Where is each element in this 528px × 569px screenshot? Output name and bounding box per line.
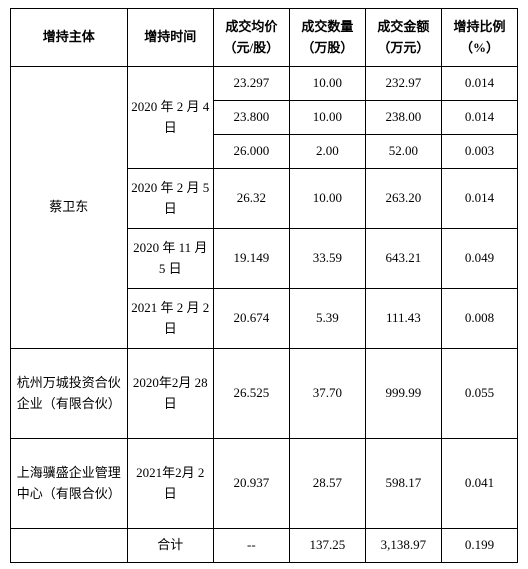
cell-subject: 蔡卫东 — [11, 67, 128, 349]
cell-subject: 上海骥盛企业管理中心（有限合伙） — [11, 439, 128, 529]
cell-amt: 999.99 — [365, 349, 441, 439]
cell-amt: 598.17 — [365, 439, 441, 529]
cell-qty: 2.00 — [289, 135, 365, 169]
cell-time: 2020 年 2 月 4 日 — [127, 67, 213, 169]
cell-qty: 28.57 — [289, 439, 365, 529]
cell-ratio: 0.014 — [441, 67, 517, 101]
cell-ratio: 0.008 — [441, 289, 517, 349]
cell-qty: 137.25 — [289, 529, 365, 563]
cell-time: 2021年2月 2日 — [127, 439, 213, 529]
cell-ratio: 0.055 — [441, 349, 517, 439]
cell-ratio: 0.049 — [441, 229, 517, 289]
th-subject: 增持主体 — [11, 9, 128, 67]
cell-ratio: 0.041 — [441, 439, 517, 529]
total-row: 合计 -- 137.25 3,138.97 0.199 — [11, 529, 518, 563]
cell-amt: 111.43 — [365, 289, 441, 349]
cell-qty: 10.00 — [289, 67, 365, 101]
cell-amt: 643.21 — [365, 229, 441, 289]
cell-price: 26.525 — [213, 349, 289, 439]
th-amount: 成交金额（万元） — [365, 9, 441, 67]
cell-amt: 238.00 — [365, 101, 441, 135]
table-row: 上海骥盛企业管理中心（有限合伙） 2021年2月 2日 20.937 28.57… — [11, 439, 518, 529]
th-qty: 成交数量（万股） — [289, 9, 365, 67]
cell-price: -- — [213, 529, 289, 563]
cell-qty: 33.59 — [289, 229, 365, 289]
table-row: 蔡卫东 2020 年 2 月 4 日 23.297 10.00 232.97 0… — [11, 67, 518, 101]
cell-price: 20.674 — [213, 289, 289, 349]
cell-amt: 232.97 — [365, 67, 441, 101]
cell-price: 19.149 — [213, 229, 289, 289]
cell-price: 23.297 — [213, 67, 289, 101]
cell-amt: 3,138.97 — [365, 529, 441, 563]
cell-amt: 52.00 — [365, 135, 441, 169]
cell-price: 26.32 — [213, 169, 289, 229]
cell-time: 2020年2月 28日 — [127, 349, 213, 439]
shareholding-table: 增持主体 增持时间 成交均价（元/股） 成交数量（万股） 成交金额（万元） 增持… — [10, 8, 518, 563]
cell-ratio: 0.003 — [441, 135, 517, 169]
th-time: 增持时间 — [127, 9, 213, 67]
cell-total-label: 合计 — [127, 529, 213, 563]
header-row: 增持主体 增持时间 成交均价（元/股） 成交数量（万股） 成交金额（万元） 增持… — [11, 9, 518, 67]
cell-price: 23.800 — [213, 101, 289, 135]
cell-time: 2020 年 11 月 5 日 — [127, 229, 213, 289]
cell-qty: 10.00 — [289, 101, 365, 135]
cell-ratio: 0.199 — [441, 529, 517, 563]
cell-ratio: 0.014 — [441, 169, 517, 229]
cell-time: 2020 年 2 月 5 日 — [127, 169, 213, 229]
cell-time: 2021 年 2 月 2 日 — [127, 289, 213, 349]
cell-qty: 10.00 — [289, 169, 365, 229]
th-price: 成交均价（元/股） — [213, 9, 289, 67]
table-row: 杭州万城投资合伙企业（有限合伙） 2020年2月 28日 26.525 37.7… — [11, 349, 518, 439]
cell-amt: 263.20 — [365, 169, 441, 229]
cell-blank — [11, 529, 128, 563]
cell-subject: 杭州万城投资合伙企业（有限合伙） — [11, 349, 128, 439]
table-container: 增持主体 增持时间 成交均价（元/股） 成交数量（万股） 成交金额（万元） 增持… — [0, 0, 528, 569]
cell-qty: 5.39 — [289, 289, 365, 349]
cell-ratio: 0.014 — [441, 101, 517, 135]
cell-qty: 37.70 — [289, 349, 365, 439]
cell-price: 26.000 — [213, 135, 289, 169]
th-ratio: 增持比例（%） — [441, 9, 517, 67]
cell-price: 20.937 — [213, 439, 289, 529]
